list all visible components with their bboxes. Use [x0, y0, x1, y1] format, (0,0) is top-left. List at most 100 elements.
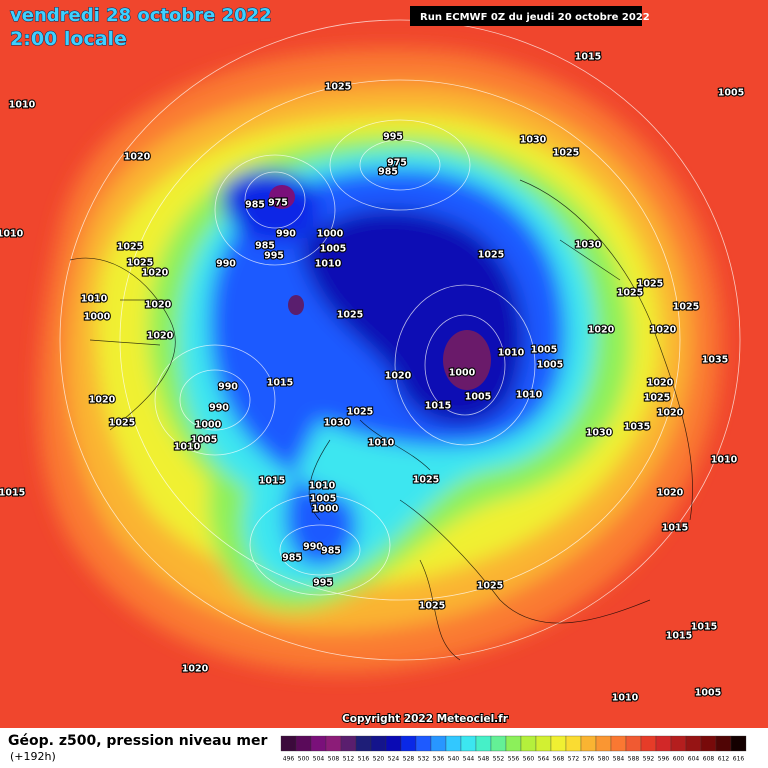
colorbar-label: 540 [448, 756, 460, 763]
isobar-label: 1020 [147, 331, 174, 342]
colorbar-swatch [385, 735, 402, 752]
isobar-label: 1020 [124, 152, 151, 163]
colorbar-swatch [295, 735, 312, 752]
isobar-label: 1010 [711, 455, 738, 466]
colorbar-label: 516 [358, 756, 370, 763]
isobar-label: 1005 [191, 435, 217, 446]
colorbar-swatch [625, 735, 642, 752]
isobar-label: 995 [313, 578, 333, 589]
isobar-label: 1015 [662, 523, 688, 534]
isobar-label: 1025 [553, 148, 579, 159]
isobar-label: 1005 [320, 244, 346, 255]
isobar-label: 1020 [385, 371, 412, 382]
copyright: Copyright 2022 Meteociel.fr [342, 713, 509, 725]
isobar-label: 1030 [324, 418, 351, 429]
isobar-label: 1025 [673, 302, 699, 313]
isobar-label: 1015 [666, 631, 692, 642]
isobar-label: 1000 [317, 229, 344, 240]
isobar-label: 1005 [465, 392, 491, 403]
colorbar-label: 500 [298, 756, 310, 763]
isobar-label: 995 [264, 251, 284, 262]
colorbar-swatch [610, 735, 627, 752]
isobar-label: 1020 [657, 488, 684, 499]
colorbar-swatch [460, 735, 477, 752]
colorbar-label: 536 [433, 756, 445, 763]
colorbar-label: 528 [403, 756, 415, 763]
colorbar-swatch [280, 735, 297, 752]
colorbar: 496 500 504 508 512 516 520 524 528 532 536 540 544 5… [280, 735, 747, 763]
time-title: 2:00 locale [10, 28, 127, 50]
colorbar-label: 608 [703, 756, 715, 763]
isobar-label: 1010 [9, 100, 36, 111]
colorbar-swatch [325, 735, 342, 752]
isobar-label: 1005 [531, 345, 557, 356]
isobar-label: 1020 [89, 395, 116, 406]
isobar-label: 1035 [702, 355, 728, 366]
isobar-label: 985 [282, 553, 302, 564]
colorbar-label: 572 [568, 756, 580, 763]
colorbar-swatch [595, 735, 612, 752]
isobar-label: 1010 [315, 259, 342, 270]
colorbar-label: 600 [673, 756, 685, 763]
isobar-label: 1025 [413, 475, 439, 486]
isobar-label: 985 [245, 200, 265, 211]
colorbar-label: 544 [463, 756, 475, 763]
colorbar-label: 504 [313, 756, 325, 763]
isobar-label: 1015 [425, 401, 451, 412]
isobar-label: 1020 [657, 408, 684, 419]
colorbar-swatch [640, 735, 657, 752]
isobar-label: 1010 [516, 390, 543, 401]
isobar-label: 1005 [718, 88, 744, 99]
isobar-label: 1010 [0, 229, 24, 240]
isobar-label: 1000 [312, 504, 339, 515]
isobar-label: 1015 [575, 52, 601, 63]
footer-lead: (+192h) [10, 750, 56, 763]
colorbar-swatch [715, 735, 732, 752]
colorbar-label: 616 [733, 756, 745, 763]
colorbar-label: 580 [598, 756, 610, 763]
colorbar-label: 564 [538, 756, 550, 763]
colorbar-label: 612 [718, 756, 730, 763]
colorbar-swatch [730, 735, 747, 752]
colorbar-swatch [565, 735, 582, 752]
colorbar-label: 576 [583, 756, 595, 763]
isobar-label: 1020 [588, 325, 615, 336]
colorbar-swatch [445, 735, 462, 752]
isobar-label: 990 [276, 229, 296, 240]
isobar-label: 1015 [267, 378, 293, 389]
colorbar-label: 496 [283, 756, 295, 763]
isobar-label: 1005 [537, 360, 563, 371]
colorbar-label: 604 [688, 756, 700, 763]
colorbar-swatch [355, 735, 372, 752]
isobar-label: 1000 [195, 420, 222, 431]
isobar-label: 1025 [644, 393, 670, 404]
isobar-label: 1020 [142, 268, 169, 279]
isobar-label: 1010 [309, 481, 336, 492]
isobar-label: 1020 [650, 325, 677, 336]
colorbar-swatch [340, 735, 357, 752]
isobar-label: 975 [387, 158, 407, 169]
isobar-label: 1010 [174, 442, 201, 453]
isobar-label: 1025 [419, 601, 445, 612]
isobar-label: 1030 [520, 135, 547, 146]
colorbar-swatch [400, 735, 417, 752]
colorbar-label: 592 [643, 756, 655, 763]
date-title: vendredi 28 octobre 2022 [10, 5, 272, 26]
isobar-label: 1025 [109, 418, 135, 429]
isobar-label: 1020 [647, 378, 674, 389]
colorbar-label: 524 [388, 756, 400, 763]
isobar-label: 1025 [477, 581, 503, 592]
isobar-label: 1020 [145, 300, 172, 311]
colorbar-swatch [310, 735, 327, 752]
colorbar-label: 512 [343, 756, 355, 763]
isobar-label: 1010 [612, 693, 639, 704]
isobar-labels: 1010 1020 1025 1015 1005 995 1030 1025 975 985 985… [0, 50, 745, 704]
colorbar-label: 532 [418, 756, 430, 763]
colorbar-swatch [520, 735, 537, 752]
colorbar-swatch [505, 735, 522, 752]
isobar-label: 1025 [637, 279, 663, 290]
colorbar-label: 568 [553, 756, 565, 763]
colorbar-label: 548 [478, 756, 490, 763]
colorbar-label: 552 [493, 756, 505, 763]
isobar-label: 1025 [617, 288, 643, 299]
